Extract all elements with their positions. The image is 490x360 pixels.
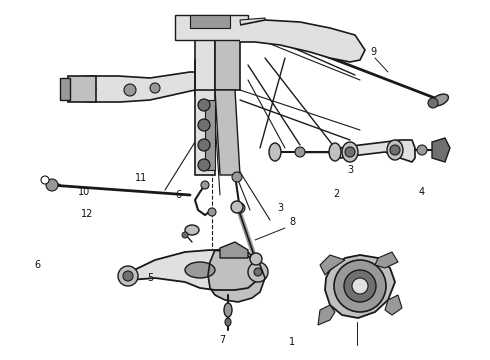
- Polygon shape: [375, 252, 398, 268]
- Polygon shape: [320, 255, 345, 275]
- Circle shape: [198, 99, 210, 111]
- Text: 4: 4: [419, 187, 425, 197]
- Polygon shape: [215, 90, 240, 175]
- Circle shape: [123, 271, 133, 281]
- Text: 12: 12: [81, 209, 93, 219]
- Ellipse shape: [387, 140, 403, 160]
- Ellipse shape: [342, 142, 358, 162]
- Text: 2: 2: [333, 189, 339, 199]
- Circle shape: [344, 270, 376, 302]
- Text: 10: 10: [78, 187, 90, 197]
- Bar: [68, 76, 96, 102]
- Polygon shape: [240, 20, 365, 62]
- Polygon shape: [205, 100, 215, 170]
- Circle shape: [248, 262, 268, 282]
- Ellipse shape: [185, 262, 215, 278]
- Bar: [60, 78, 70, 100]
- Circle shape: [198, 119, 210, 131]
- Circle shape: [231, 201, 243, 213]
- Polygon shape: [195, 28, 215, 95]
- Circle shape: [254, 268, 262, 276]
- Circle shape: [201, 181, 209, 189]
- Ellipse shape: [225, 318, 231, 326]
- Text: 8: 8: [289, 217, 295, 227]
- Circle shape: [345, 147, 355, 157]
- Circle shape: [417, 145, 427, 155]
- Text: 3: 3: [347, 165, 353, 175]
- Circle shape: [250, 23, 260, 33]
- Polygon shape: [325, 255, 395, 318]
- Polygon shape: [120, 250, 258, 290]
- Circle shape: [198, 139, 210, 151]
- Text: 6: 6: [175, 190, 181, 200]
- Circle shape: [428, 98, 438, 108]
- Polygon shape: [336, 140, 415, 162]
- Ellipse shape: [432, 94, 448, 106]
- Polygon shape: [385, 295, 402, 315]
- Polygon shape: [195, 90, 215, 175]
- Circle shape: [208, 208, 216, 216]
- Polygon shape: [240, 18, 268, 38]
- Text: 11: 11: [135, 173, 147, 183]
- Text: 9: 9: [370, 47, 376, 57]
- Text: 7: 7: [219, 335, 225, 345]
- Polygon shape: [190, 15, 230, 28]
- Circle shape: [250, 253, 262, 265]
- Circle shape: [150, 83, 160, 93]
- Polygon shape: [215, 25, 240, 90]
- Circle shape: [118, 266, 138, 286]
- Polygon shape: [175, 15, 248, 40]
- Text: 1: 1: [289, 337, 295, 347]
- Text: 5: 5: [147, 273, 153, 283]
- Circle shape: [295, 147, 305, 157]
- Circle shape: [232, 172, 242, 182]
- Text: 3: 3: [277, 203, 283, 213]
- Circle shape: [352, 278, 368, 294]
- Ellipse shape: [329, 143, 341, 161]
- Circle shape: [235, 203, 245, 213]
- Ellipse shape: [185, 225, 199, 235]
- Circle shape: [41, 176, 49, 184]
- Circle shape: [334, 260, 386, 312]
- Circle shape: [198, 159, 210, 171]
- Circle shape: [182, 232, 188, 238]
- Polygon shape: [70, 60, 195, 102]
- Circle shape: [124, 84, 136, 96]
- Text: 6: 6: [34, 260, 40, 270]
- Polygon shape: [432, 138, 450, 162]
- Ellipse shape: [224, 303, 232, 317]
- Circle shape: [46, 179, 58, 191]
- Ellipse shape: [269, 143, 281, 161]
- Polygon shape: [318, 305, 335, 325]
- Polygon shape: [220, 242, 248, 258]
- Polygon shape: [208, 248, 265, 302]
- Circle shape: [390, 145, 400, 155]
